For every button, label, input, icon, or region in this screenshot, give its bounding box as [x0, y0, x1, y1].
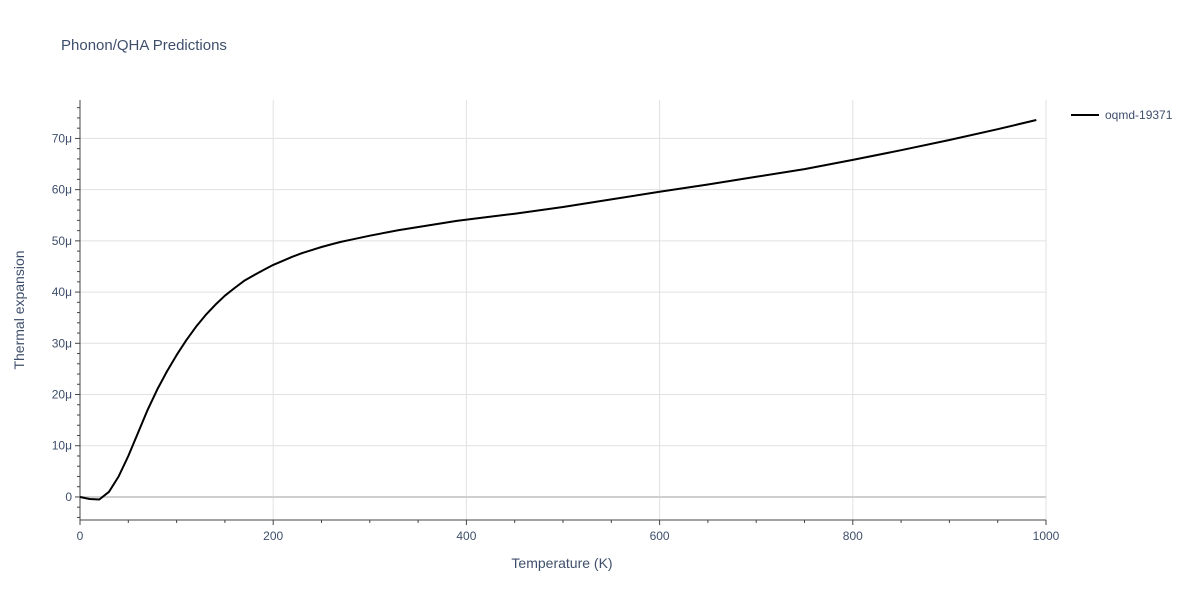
grid-lines — [80, 100, 1047, 520]
axes: 0 200 400 600 800 1000 0 10μ 20μ 30μ 40μ 50μ 60μ 70μ — [52, 100, 1060, 543]
x-tick-label: 200 — [263, 529, 283, 543]
y-tick-label: 0 — [65, 490, 72, 504]
x-tick-label: 600 — [650, 529, 670, 543]
x-tick-label: 1000 — [1033, 529, 1060, 543]
y-tick-label: 40μ — [52, 285, 72, 299]
series-layer — [79, 119, 1037, 501]
chart-title: Phonon/QHA Predictions — [61, 37, 227, 54]
y-tick-label: 20μ — [52, 388, 72, 402]
x-axis-title: Temperature (K) — [511, 555, 612, 571]
y-tick-label: 50μ — [52, 234, 72, 248]
x-tick-label: 800 — [843, 529, 863, 543]
y-axis-title: Thermal expansion — [11, 250, 27, 369]
y-tick-label: 10μ — [52, 439, 72, 453]
legend-label: oqmd-19371 — [1105, 108, 1173, 122]
y-tick-label: 60μ — [52, 183, 72, 197]
y-tick-label: 70μ — [52, 131, 72, 145]
y-tick-label: 30μ — [52, 336, 72, 350]
x-tick-label: 0 — [77, 529, 84, 543]
x-tick-label: 400 — [456, 529, 476, 543]
legend[interactable]: oqmd-19371 — [1071, 108, 1173, 122]
series-line-oqmd-19371[interactable] — [79, 119, 1037, 501]
